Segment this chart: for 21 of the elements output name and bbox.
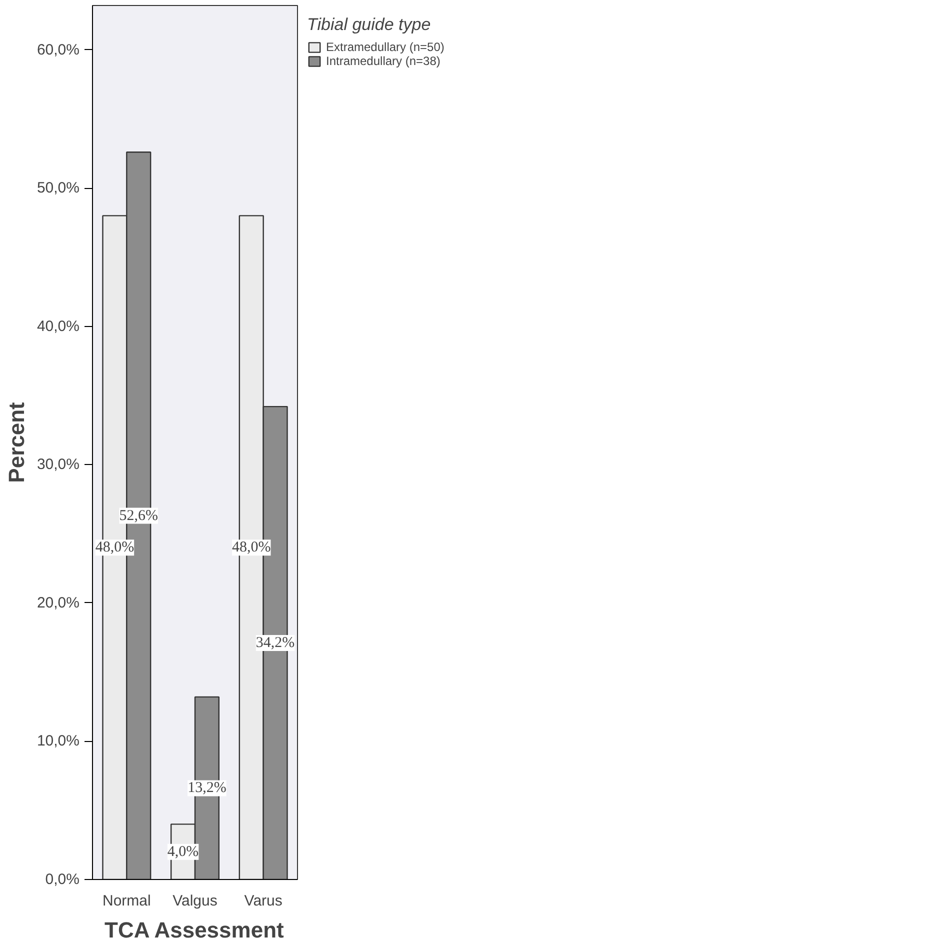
y-tick-label: 10,0% xyxy=(36,732,80,750)
legend-title: Tibial guide type xyxy=(307,15,432,35)
data-label: 34,2% xyxy=(256,635,295,652)
x-tick-label: Normal xyxy=(102,892,151,910)
y-axis-title: Percent xyxy=(4,401,29,483)
data-label: 13,2% xyxy=(188,780,226,796)
data-label: 4,0% xyxy=(167,844,199,860)
y-tick-label: 60,0% xyxy=(36,41,80,58)
y-tick-label: 50,0% xyxy=(36,180,80,197)
data-label: 48,0% xyxy=(95,540,134,556)
y-tick-label: 0,0% xyxy=(45,871,80,888)
legend-label: Extramedullary (n=50) xyxy=(326,40,444,54)
x-tick-label: Varus xyxy=(244,892,282,910)
x-axis-title: TCA Assessment xyxy=(104,918,285,942)
y-tick-label: 40,0% xyxy=(36,318,80,335)
x-tick-label: Valgus xyxy=(172,892,218,910)
legend-label: Intramedullary (n=38) xyxy=(326,54,440,68)
data-label: 52,6% xyxy=(119,508,158,524)
data-label: 48,0% xyxy=(232,540,271,556)
y-tick-label: 20,0% xyxy=(36,594,80,612)
y-tick-label: 30,0% xyxy=(36,456,80,474)
